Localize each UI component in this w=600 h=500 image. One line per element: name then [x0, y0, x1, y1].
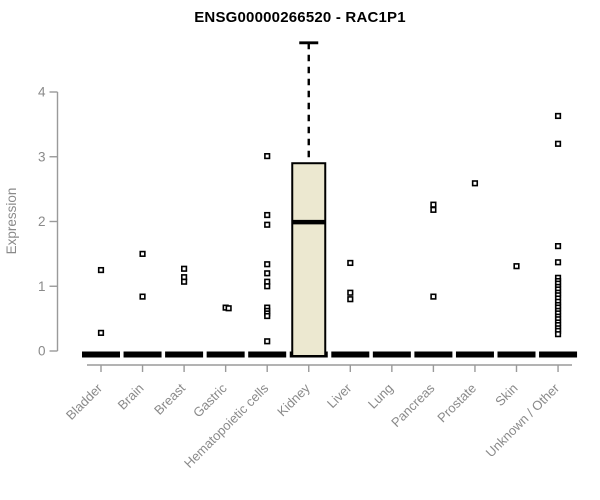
- outlier-point: [430, 206, 437, 213]
- outlier-point: [264, 261, 271, 268]
- outlier-point: [264, 338, 271, 345]
- zero-expression-bar: [123, 351, 162, 358]
- outlier-point: [264, 153, 271, 160]
- x-tick-label: Skin: [492, 381, 520, 409]
- x-tick-label: Gastric: [190, 380, 230, 420]
- zero-expression-bar: [331, 351, 370, 358]
- category-kidney: [289, 41, 328, 358]
- zero-expression-bar: [539, 351, 578, 358]
- outlier-point: [97, 266, 105, 274]
- outlier-point: [139, 293, 146, 300]
- x-tick-label: Lung: [365, 381, 396, 412]
- category-pancreas: [414, 201, 453, 358]
- y-tick-label: 1: [38, 279, 46, 294]
- outlier-point: [347, 296, 354, 303]
- x-tick-label: Bladder: [63, 380, 106, 423]
- outlier-point: [554, 243, 562, 250]
- box: [291, 162, 327, 357]
- zero-expression-bar: [165, 351, 204, 358]
- category-breast: [165, 265, 204, 358]
- outlier-point: [264, 283, 271, 290]
- category-unknown-other: [539, 112, 578, 358]
- outlier-point: [139, 250, 146, 257]
- y-axis: 0 1 2 3 4 Expression: [4, 85, 59, 359]
- zero-expression-bar: [372, 351, 411, 358]
- x-tick-label: Breast: [151, 380, 188, 417]
- x-tick-label: Unknown / Other: [483, 380, 563, 460]
- outlier-point: [347, 259, 354, 267]
- category-prostate: [455, 180, 494, 358]
- category-liver: [331, 259, 370, 358]
- y-tick-label: 0: [38, 344, 46, 359]
- outlier-point: [554, 112, 562, 120]
- zero-expression-bar: [82, 351, 120, 358]
- category-skin: [497, 263, 536, 358]
- zero-expression-bar: [414, 351, 453, 358]
- y-axis-title: Expression: [4, 188, 19, 255]
- x-tick-label: Brain: [115, 381, 147, 413]
- x-tick-label: Pancreas: [388, 380, 438, 430]
- category-hematopoietic-cells: [248, 153, 287, 358]
- outlier-point: [181, 278, 188, 285]
- zero-expression-bar: [206, 351, 245, 358]
- y-tick-label: 2: [38, 214, 46, 229]
- zero-expression-bar: [455, 351, 494, 358]
- outlier-point: [554, 331, 562, 338]
- x-tick-label: Kidney: [274, 380, 313, 419]
- outlier-point: [264, 221, 271, 228]
- outlier-point: [347, 289, 354, 296]
- category-gastric: [206, 304, 245, 358]
- outlier-point: [97, 329, 105, 336]
- category-brain: [123, 250, 162, 358]
- zero-expression-bar: [497, 351, 536, 358]
- outlier-point: [225, 305, 232, 312]
- category-bladder: [82, 266, 120, 358]
- outlier-point: [264, 270, 271, 277]
- chart-title: ENSG00000266520 - RAC1P1: [194, 9, 406, 26]
- outlier-point: [554, 140, 562, 147]
- category-lung: [372, 351, 411, 358]
- y-tick-label: 3: [38, 149, 46, 164]
- x-tick-label: Liver: [324, 380, 355, 411]
- outlier-point: [181, 265, 188, 272]
- outlier-point: [430, 201, 437, 208]
- outlier-point: [513, 263, 520, 270]
- outlier-point: [264, 312, 271, 320]
- outlier-point: [554, 259, 562, 266]
- zero-expression-bar: [248, 351, 287, 358]
- outlier-point: [264, 211, 271, 219]
- x-tick-label: Prostate: [434, 381, 479, 426]
- outlier-point: [471, 180, 479, 187]
- y-tick-label: 4: [38, 85, 46, 100]
- outlier-point: [430, 293, 437, 300]
